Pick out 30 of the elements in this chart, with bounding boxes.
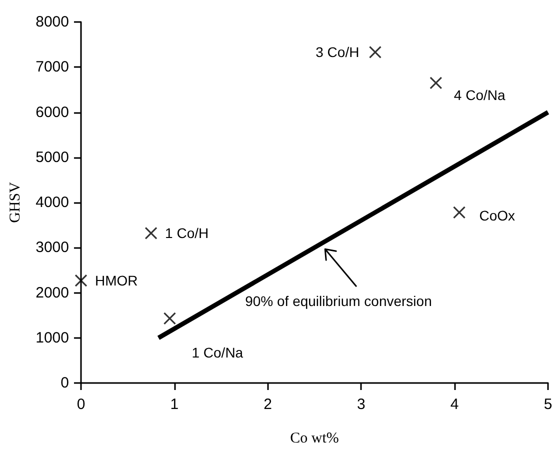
- y-tick-label: 7000: [36, 58, 69, 76]
- x-tick-label: 2: [264, 396, 272, 413]
- annotation: 90% of equilibrium conversion: [245, 293, 432, 310]
- y-tick-label: 1000: [36, 329, 69, 346]
- x-tick-label: 3: [357, 396, 366, 413]
- annotation: 3 Co/H: [316, 44, 360, 60]
- y-tick-label: 0: [60, 374, 69, 392]
- y-tick-label: 3000: [36, 239, 69, 256]
- y-tick-label: 8000: [36, 14, 69, 30]
- annotation: HMOR: [95, 272, 138, 289]
- y-tick-label: 6000: [36, 104, 69, 121]
- point: [74, 274, 88, 287]
- annotation: 4 Co/Na: [454, 86, 506, 103]
- x-tick-label: 5: [544, 396, 552, 413]
- y-tick-label: 5000: [36, 148, 69, 166]
- y-tick-label: 4000: [36, 194, 69, 211]
- x-axis-title: Co wt%: [290, 430, 339, 446]
- annotation: CoOx: [479, 207, 516, 224]
- point: [144, 226, 158, 240]
- x-tick-label: 0: [76, 396, 86, 413]
- annotation: 1 Co/Na: [192, 344, 244, 360]
- y-axis-title: GHSV: [8, 182, 24, 223]
- point: [430, 76, 442, 90]
- x-tick-label: 1: [170, 396, 179, 413]
- annotation: 1 Co/H: [165, 225, 209, 242]
- point: [163, 312, 176, 325]
- point: [452, 206, 466, 219]
- x-tick-label: 4: [450, 396, 459, 413]
- y-tick-label: 2000: [36, 284, 69, 302]
- point: [368, 46, 382, 59]
